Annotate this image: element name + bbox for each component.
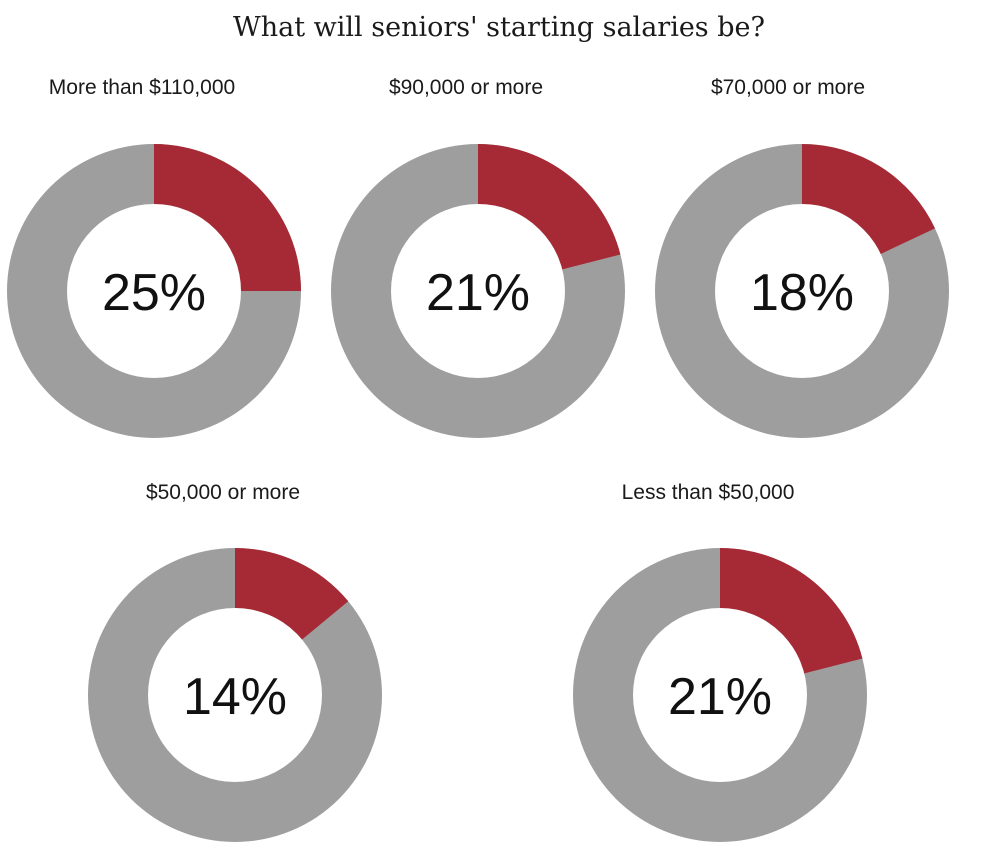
donut-chart-1: 25%: [7, 144, 301, 438]
donut-chart-5: 21%: [573, 548, 867, 842]
donut-label-1: More than $110,000: [48, 76, 236, 99]
donut-percentage-label: 25%: [102, 264, 206, 322]
donut-chart-2: 21%: [331, 144, 625, 438]
donut-center-hole: [715, 204, 889, 378]
donut-percentage-label: 14%: [183, 668, 287, 726]
donut-label-5: Less than $50,000: [621, 481, 795, 504]
donut-center-hole: [391, 204, 565, 378]
donut-chart-3: 18%: [655, 144, 949, 438]
donut-percentage-label: 18%: [750, 264, 854, 322]
donut-percentage-label: 21%: [668, 668, 772, 726]
donut-label-3: $70,000 or more: [710, 76, 866, 99]
donut-percentage-label: 21%: [426, 264, 530, 322]
donut-center-hole: [633, 608, 807, 782]
donut-center-hole: [67, 204, 241, 378]
chart-title: What will seniors' starting salaries be?: [233, 12, 765, 43]
donut-chart-4: 14%: [88, 548, 382, 842]
donut-label-4: $50,000 or more: [145, 481, 301, 504]
donut-label-2: $90,000 or more: [388, 76, 544, 99]
donut-center-hole: [148, 608, 322, 782]
